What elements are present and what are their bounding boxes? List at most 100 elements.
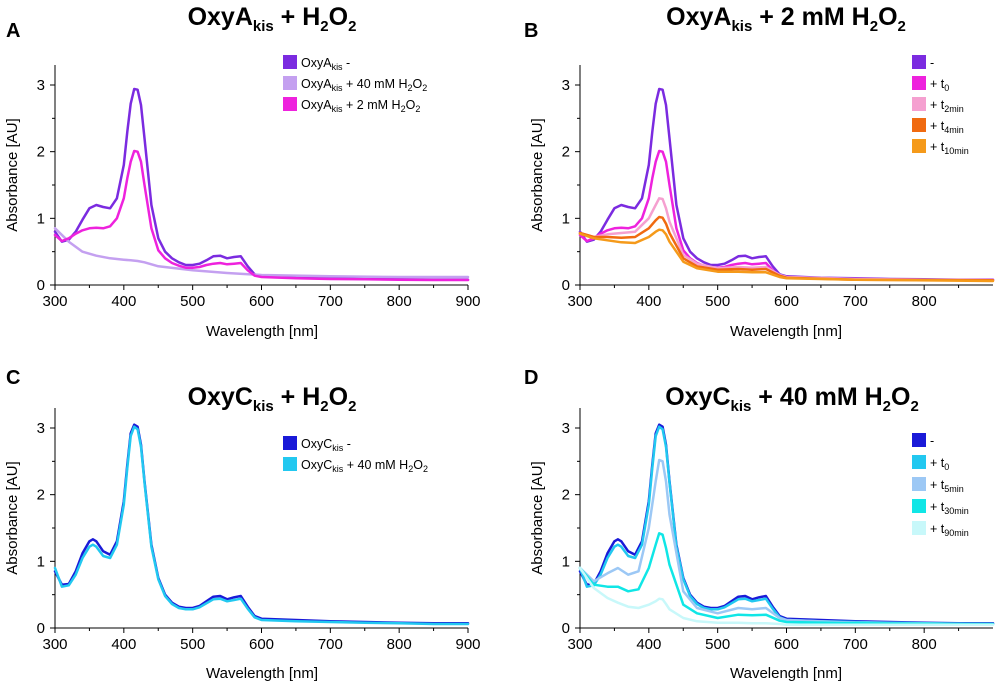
legend-subscript: 2: [408, 464, 413, 474]
panel-label: A: [6, 20, 20, 42]
x-tick-label: 500: [180, 636, 205, 653]
title-main: OxyA: [666, 3, 731, 31]
legend-subscript: 10min: [944, 146, 969, 156]
legend-subscript: 30min: [944, 506, 969, 516]
x-tick-label: 500: [705, 636, 730, 653]
series-line: [578, 215, 995, 282]
y-tick-label: 0: [562, 277, 570, 294]
x-tick-label: 700: [843, 636, 868, 653]
legend-text: OxyA: [301, 98, 332, 112]
y-axis-label: Absorbance [AU]: [529, 461, 546, 574]
legend-subscript: kis: [332, 104, 343, 114]
legend-text: OxyC: [301, 437, 332, 451]
legend-text: + t: [930, 119, 945, 133]
legend-swatch: [912, 455, 926, 469]
title-text: + 2 mM H: [752, 3, 869, 31]
x-tick-label: 800: [912, 293, 937, 310]
legend-swatch: [912, 521, 926, 535]
legend-text: O: [413, 458, 423, 472]
legend-text: OxyC: [301, 458, 332, 472]
x-tick-label: 700: [318, 636, 343, 653]
title-subscript: 2: [320, 398, 328, 415]
panel-label: C: [6, 367, 20, 389]
legend-text: + 40 mM H: [343, 77, 408, 91]
x-tick-label: 800: [912, 636, 937, 653]
y-tick-label: 1: [37, 210, 45, 227]
y-tick-label: 3: [37, 420, 45, 437]
x-tick-label: 300: [567, 636, 592, 653]
legend-label: -: [930, 434, 934, 448]
legend-text: + t: [930, 500, 945, 514]
x-tick-label: 600: [774, 636, 799, 653]
x-tick-label: 900: [455, 636, 480, 653]
title-subscript: 2: [320, 18, 328, 35]
legend-subscript: 2: [401, 104, 406, 114]
legend-text: + t: [930, 522, 945, 536]
legend-text: OxyA: [301, 56, 332, 70]
series-line: [53, 423, 470, 625]
legend-swatch: [912, 55, 926, 69]
legend-label: OxyCkis -: [301, 437, 351, 453]
y-axis-label: Absorbance [AU]: [4, 118, 21, 231]
x-tick-label: 300: [42, 636, 67, 653]
x-tick-label: 400: [111, 636, 136, 653]
panel-label: D: [524, 367, 538, 389]
title-subscript: kis: [731, 398, 752, 415]
series-line: [578, 87, 995, 281]
legend-subscript: kis: [332, 83, 343, 93]
legend-label: + t90min: [930, 522, 969, 538]
y-tick-label: 2: [37, 144, 45, 161]
x-tick-label: 400: [636, 636, 661, 653]
y-tick-label: 0: [37, 620, 45, 637]
x-axis-label: Wavelength [nm]: [730, 665, 842, 682]
x-tick-label: 600: [249, 293, 274, 310]
title-subscript: 2: [348, 18, 356, 35]
x-tick-label: 400: [111, 293, 136, 310]
legend-label: OxyAkis + 2 mM H2O2: [301, 98, 420, 114]
legend-subscript: kis: [332, 62, 343, 72]
legend-subscript: 5min: [944, 484, 964, 494]
legend-subscript: 2: [423, 464, 428, 474]
legend-label: + t5min: [930, 478, 964, 494]
legend-swatch: [912, 139, 926, 153]
legend-text: OxyA: [301, 77, 332, 91]
panel-title: OxyAkis + 2 mM H2O2: [666, 3, 906, 35]
legend-swatch: [912, 499, 926, 513]
title-main: OxyA: [188, 3, 253, 31]
x-tick-label: 700: [318, 293, 343, 310]
title-text: O: [878, 3, 897, 31]
title-subscript: 2: [870, 18, 878, 35]
panel-title: OxyAkis + H2O2: [188, 3, 357, 35]
legend-text: + t: [930, 140, 945, 154]
legend-label: + t0: [930, 456, 949, 472]
title-subscript: 2: [883, 398, 891, 415]
legend-swatch: [912, 76, 926, 90]
legend-text: O: [413, 77, 423, 91]
legend-subscript: kis: [332, 464, 343, 474]
legend-subscript: 90min: [944, 528, 969, 538]
legend-label: OxyCkis + 40 mM H2O2: [301, 458, 428, 474]
title-text: + H: [274, 383, 321, 411]
title-subscript: 2: [910, 398, 918, 415]
legend-text: + t: [930, 77, 945, 91]
legend-swatch: [912, 118, 926, 132]
title-text: O: [329, 3, 348, 31]
y-tick-label: 1: [562, 210, 570, 227]
x-tick-label: 300: [42, 293, 67, 310]
legend-swatch: [283, 436, 297, 450]
title-text: O: [891, 383, 910, 411]
y-tick-label: 2: [562, 144, 570, 161]
series-line: [578, 149, 995, 282]
legend-subscript: kis: [332, 443, 343, 453]
legend-text: + 2 mM H: [343, 98, 401, 112]
legend-text: + 40 mM H: [343, 458, 408, 472]
title-text: + H: [274, 3, 321, 31]
legend-text: O: [406, 98, 416, 112]
legend-subscript: 2: [415, 104, 420, 114]
x-tick-label: 400: [636, 293, 661, 310]
series-line: [53, 87, 470, 281]
x-tick-label: 900: [455, 293, 480, 310]
